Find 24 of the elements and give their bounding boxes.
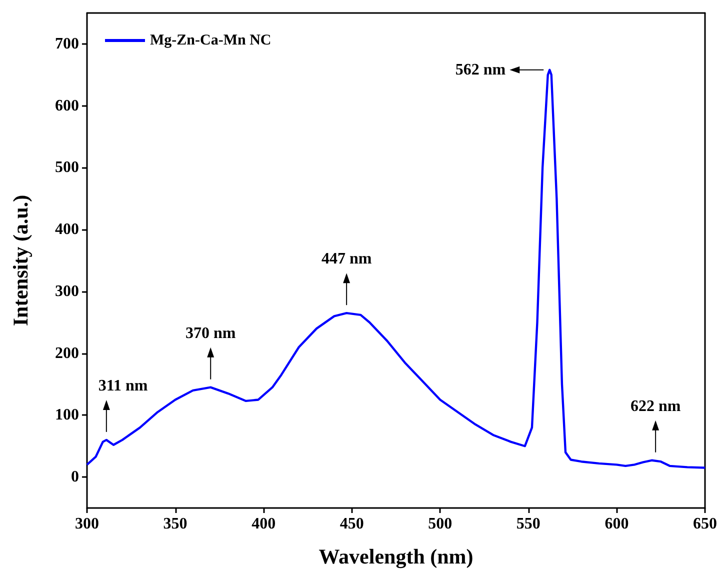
- annotation: 311 nm: [98, 377, 148, 394]
- y-tick-label: 600: [55, 97, 79, 114]
- legend-label: Mg-Zn-Ca-Mn NC: [150, 32, 272, 48]
- x-tick-label: 650: [693, 516, 717, 532]
- x-tick-label: 450: [340, 516, 364, 532]
- annotation: 622 nm: [630, 398, 682, 415]
- y-tick-label: 100: [55, 406, 79, 424]
- y-tick-label: 200: [55, 344, 79, 362]
- y-tick-label: 400: [55, 221, 79, 238]
- x-tick-label: 600: [604, 516, 629, 532]
- annotation: 562 nm: [455, 61, 506, 78]
- y-tick-label: 0: [71, 468, 79, 486]
- annotation: 447 nm: [321, 250, 372, 268]
- x-tick-label: 400: [252, 516, 276, 532]
- x-tick-label: 350: [163, 516, 188, 532]
- y-tick-label: 700: [55, 35, 79, 52]
- y-tick-label: 300: [55, 282, 79, 300]
- x-axis-title: Wavelength (nm): [318, 544, 474, 568]
- annotation: 370 nm: [185, 324, 236, 342]
- x-tick-label: 500: [428, 516, 452, 532]
- x-tick-label: 550: [516, 516, 540, 532]
- y-tick-label: 500: [55, 159, 79, 176]
- y-axis-title: Intensity (a.u.): [8, 194, 32, 326]
- x-tick-label: 300: [75, 516, 99, 532]
